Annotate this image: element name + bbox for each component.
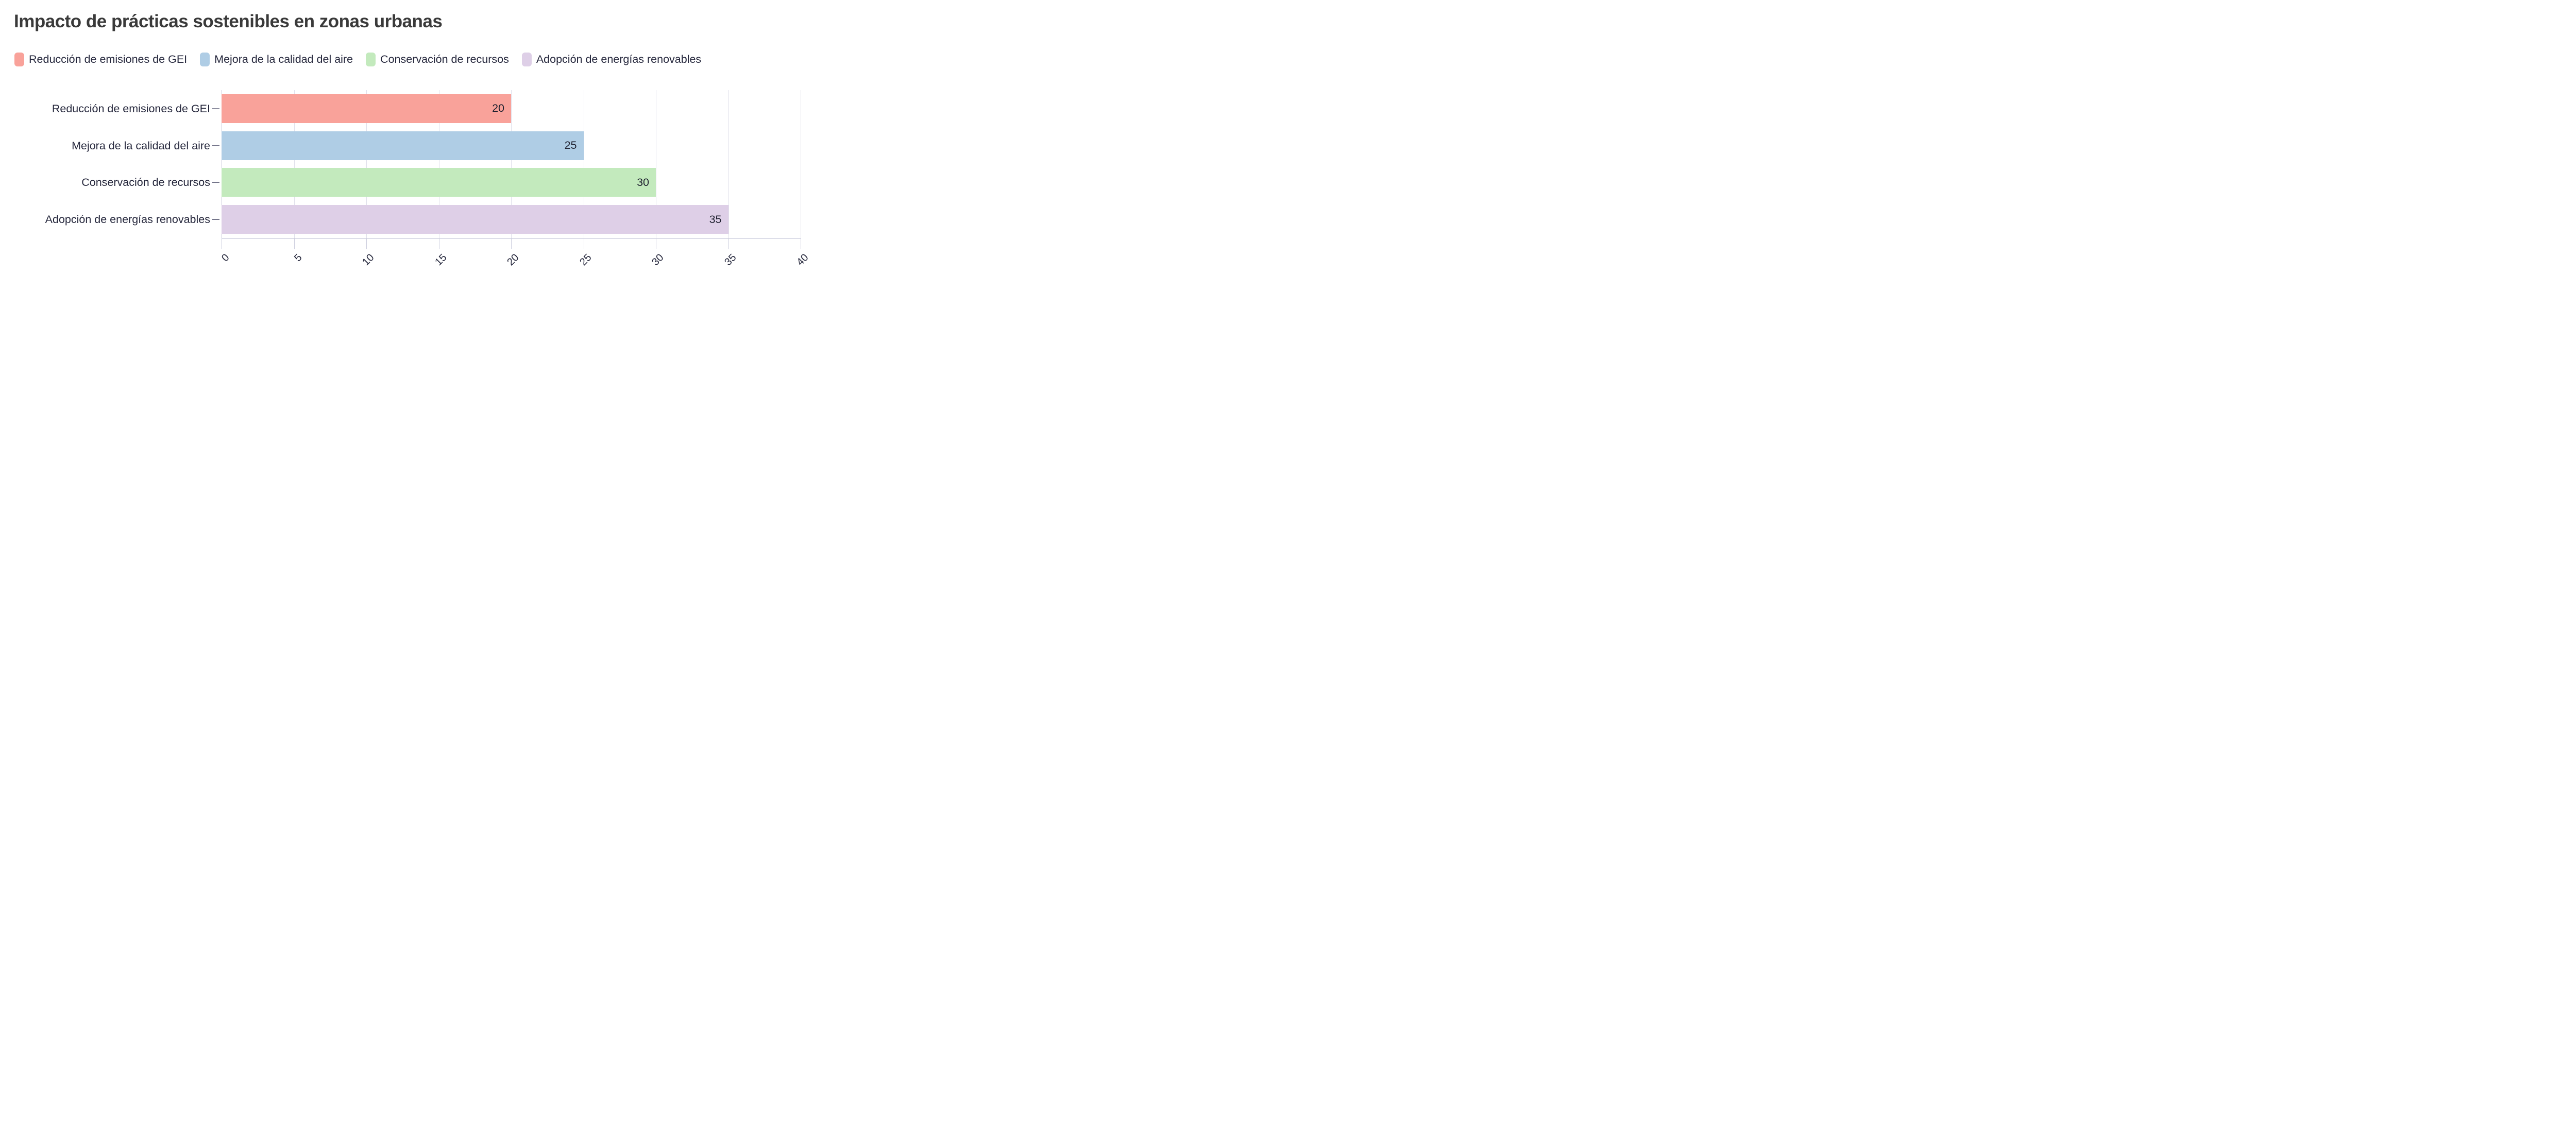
bar: 25 (222, 131, 584, 160)
y-tick-dash (212, 145, 219, 146)
x-tick-mark (511, 238, 512, 249)
x-tick-label: 15 (432, 252, 449, 268)
x-tick-label: 0 (219, 252, 232, 264)
chart-canvas: Impacto de prácticas sostenibles en zona… (0, 0, 820, 283)
y-tick-dash (212, 182, 219, 183)
legend-label: Adopción de energías renovables (536, 53, 702, 65)
x-tick-label: 40 (794, 252, 811, 268)
legend-swatch (521, 52, 532, 66)
bar: 20 (222, 94, 511, 123)
legend-item[interactable]: Mejora de la calidad del aire (200, 52, 353, 66)
x-tick-label: 20 (505, 252, 521, 268)
legend-item[interactable]: Reducción de emisiones de GEI (14, 52, 188, 66)
legend-label: Conservación de recursos (380, 53, 509, 65)
legend-swatch (14, 52, 24, 66)
x-tick-label: 35 (722, 252, 739, 268)
legend-item[interactable]: Conservación de recursos (366, 52, 509, 66)
x-tick-mark (294, 238, 295, 249)
bar-value-label: 30 (637, 176, 649, 188)
gridline (294, 90, 295, 238)
y-tick-dash (212, 108, 219, 109)
x-tick-label: 25 (577, 252, 594, 268)
y-axis-label: Conservación de recursos (81, 176, 210, 189)
x-tick-mark (366, 238, 367, 249)
legend-swatch (200, 52, 210, 66)
bar: 35 (222, 205, 728, 234)
legend: Reducción de emisiones de GEI Mejora de l… (14, 51, 701, 67)
y-axis-label: Adopción de energías renovables (45, 213, 210, 226)
x-tick-label: 30 (650, 252, 666, 268)
x-tick-label: 5 (292, 252, 304, 264)
y-axis-label: Mejora de la calidad del aire (72, 139, 210, 152)
x-tick-label: 10 (360, 252, 377, 268)
x-tick-mark (728, 238, 729, 249)
y-tick-dash (212, 219, 219, 220)
bar-value-label: 35 (709, 213, 722, 226)
bar-value-label: 25 (564, 139, 577, 152)
legend-label: Mejora de la calidad del aire (214, 53, 353, 65)
legend-label: Reducción de emisiones de GEI (29, 53, 188, 65)
gridline (366, 90, 367, 238)
gridline (728, 90, 729, 238)
legend-item[interactable]: Adopción de energías renovables (521, 52, 702, 66)
bar-value-label: 20 (492, 102, 504, 115)
gridline (511, 90, 512, 238)
bar: 30 (222, 168, 656, 197)
chart-title: Impacto de prácticas sostenibles en zona… (14, 11, 443, 31)
y-axis-label: Reducción de emisiones de GEI (52, 102, 210, 115)
plot-area: 20 25 30 35 (222, 90, 801, 238)
legend-swatch (366, 52, 376, 66)
